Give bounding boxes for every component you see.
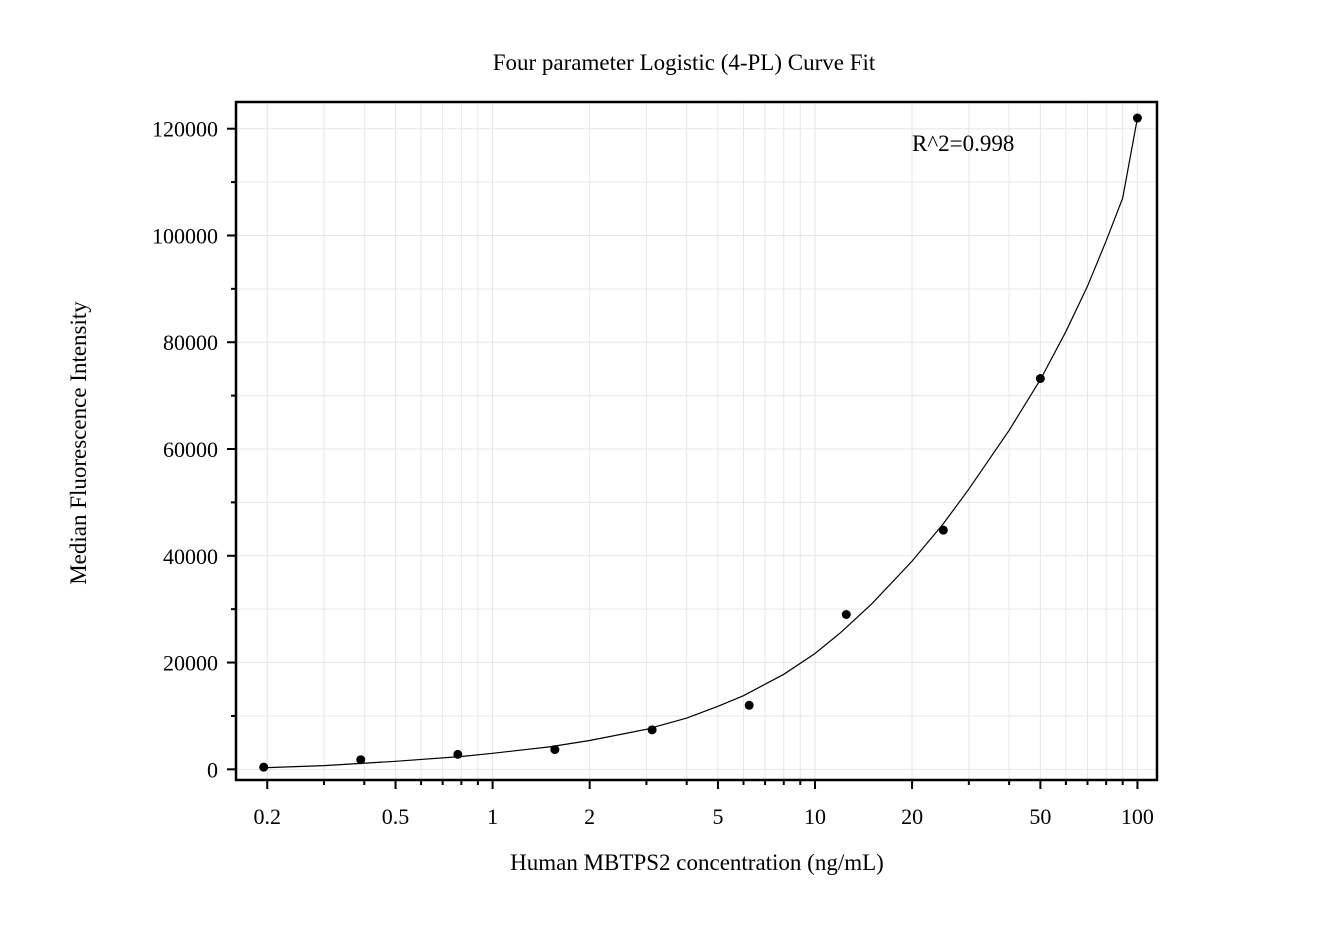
x-tick-label: 1	[487, 804, 498, 829]
chart-title: Four parameter Logistic (4-PL) Curve Fit	[493, 50, 876, 75]
data-point	[744, 700, 754, 710]
y-tick-label: 40000	[163, 544, 218, 569]
y-axis-label: Median Fluorescence Intensity	[66, 301, 91, 585]
y-tick-label: 0	[207, 757, 218, 782]
data-point	[356, 755, 366, 765]
fit-curve-layer	[263, 117, 1139, 769]
fit-curve	[263, 117, 1139, 769]
y-tick-label: 60000	[163, 437, 218, 462]
plot-frame	[234, 100, 1159, 782]
x-tick-label: 50	[1029, 804, 1051, 829]
data-point	[1035, 374, 1045, 384]
data-points-layer	[259, 113, 1142, 772]
x-axis-label: Human MBTPS2 concentration (ng/mL)	[510, 850, 884, 875]
data-point	[1132, 113, 1142, 123]
data-point	[550, 745, 560, 755]
x-tick-label: 5	[712, 804, 723, 829]
x-tick-label: 100	[1121, 804, 1154, 829]
y-tick-label: 20000	[163, 651, 218, 676]
x-axis: 0.2 0.5 1 2 5 10 20 50 100	[253, 780, 1154, 829]
data-point	[647, 725, 657, 735]
r-squared-annotation: R^2=0.998	[912, 131, 1014, 156]
x-tick-label: 20	[901, 804, 923, 829]
data-point	[841, 610, 851, 620]
y-tick-label: 100000	[152, 223, 218, 248]
x-tick-label: 2	[584, 804, 595, 829]
data-point	[259, 762, 269, 772]
data-point	[938, 525, 948, 535]
x-tick-label: 0.5	[382, 804, 410, 829]
grid	[236, 102, 1157, 780]
x-tick-label: 10	[804, 804, 826, 829]
y-tick-label: 80000	[163, 330, 218, 355]
y-axis: 0 20000 40000 60000 80000 100000 120000	[152, 117, 236, 782]
data-point	[453, 749, 463, 759]
x-tick-label: 0.2	[253, 804, 281, 829]
y-tick-label: 120000	[152, 117, 218, 142]
